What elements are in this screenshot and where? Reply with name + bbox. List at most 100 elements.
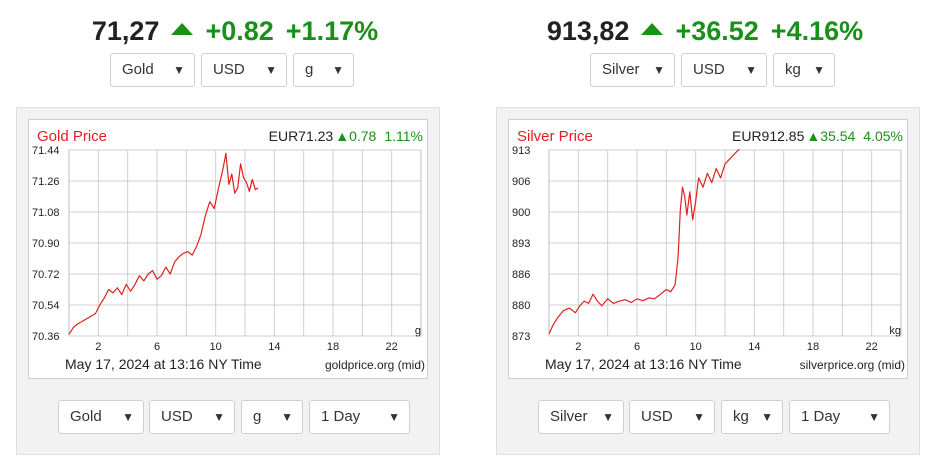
chart-timestamp: May 17, 2024 at 13:16 NY Time bbox=[545, 356, 742, 372]
y-tick-label: 913 bbox=[512, 145, 530, 157]
x-tick-label: 22 bbox=[866, 341, 878, 353]
x-tick-label: 14 bbox=[268, 341, 280, 353]
chart-source: silverprice.org (mid) bbox=[800, 358, 905, 372]
price-change: +0.82 bbox=[205, 16, 274, 46]
x-tick-label: 14 bbox=[748, 341, 760, 353]
y-tick-label: 71.08 bbox=[32, 207, 60, 219]
x-axis-ticks: 2 6 10 14 18 22 bbox=[95, 341, 398, 353]
time-range-select[interactable]: 1 Day ▼ bbox=[309, 400, 410, 434]
price-chart: Gold Price EUR71.23 ▲0.78 1.11% 70.36 70.54… bbox=[28, 119, 428, 379]
chart-quote-change: 35.54 bbox=[820, 128, 855, 144]
chart-svg: Silver Price EUR912.85 ▲35.54 4.05% 873 880… bbox=[512, 128, 905, 372]
y-axis-ticks: 70.36 70.54 70.72 70.90 71.08 71.26 71.44 bbox=[32, 145, 60, 343]
currency-select-value: USD bbox=[213, 61, 245, 78]
chart-unit-select[interactable]: g ▼ bbox=[241, 400, 303, 434]
chart-unit-select-value: kg bbox=[733, 408, 749, 425]
chart-card: Gold Price EUR71.23 ▲0.78 1.11% 70.36 70.54… bbox=[16, 107, 440, 455]
chart-currency-select-value: USD bbox=[161, 408, 193, 425]
up-arrow-icon bbox=[641, 22, 664, 35]
x-tick-label: 10 bbox=[690, 341, 702, 353]
unit-select-value: g bbox=[305, 61, 314, 78]
chart-metal-select-value: Silver bbox=[550, 408, 588, 425]
chart-quote-percent: 4.05% bbox=[863, 128, 903, 144]
metal-select[interactable]: Gold ▼ bbox=[110, 53, 195, 87]
chart-card: Silver Price EUR912.85 ▲35.54 4.05% 873 880… bbox=[496, 107, 920, 455]
chevron-down-icon: ▼ bbox=[602, 410, 614, 424]
chart-title: Gold Price bbox=[37, 128, 107, 145]
currency-select[interactable]: USD ▼ bbox=[681, 53, 767, 87]
chevron-down-icon: ▼ bbox=[745, 63, 757, 77]
price-chart: Silver Price EUR912.85 ▲35.54 4.05% 873 880… bbox=[508, 119, 908, 379]
y-tick-label: 893 bbox=[512, 238, 530, 250]
currency-select-value: USD bbox=[693, 61, 725, 78]
chart-quote-change: 0.78 bbox=[349, 128, 376, 144]
time-range-select[interactable]: 1 Day ▼ bbox=[789, 400, 890, 434]
y-tick-label: 880 bbox=[512, 300, 530, 312]
chart-metal-select[interactable]: Gold ▼ bbox=[58, 400, 144, 434]
chart-grid bbox=[548, 149, 902, 337]
x-axis-ticks: 2 6 10 14 18 22 bbox=[575, 341, 878, 353]
price-quote: 913,82 +36.52 +4.16% bbox=[470, 16, 940, 52]
chevron-down-icon: ▼ bbox=[122, 410, 134, 424]
current-price: 913,82 bbox=[546, 16, 630, 46]
chevron-down-icon: ▼ bbox=[761, 410, 773, 424]
y-tick-label: 900 bbox=[512, 207, 530, 219]
price-line bbox=[548, 149, 740, 334]
price-quote: 71,27 +0.82 +1.17% bbox=[0, 16, 470, 52]
chevron-down-icon: ▼ bbox=[265, 63, 277, 77]
chevron-down-icon: ▼ bbox=[173, 63, 185, 77]
chart-title: Silver Price bbox=[517, 128, 593, 145]
x-tick-label: 2 bbox=[95, 341, 101, 353]
chart-quote: EUR71.23 ▲0.78 1.11% bbox=[269, 128, 423, 144]
y-tick-label: 70.54 bbox=[32, 300, 60, 312]
chart-source: goldprice.org (mid) bbox=[325, 358, 425, 372]
chart-currency-select[interactable]: USD ▼ bbox=[629, 400, 715, 434]
chart-quote: EUR912.85 ▲35.54 4.05% bbox=[732, 128, 903, 144]
unit-select[interactable]: g ▼ bbox=[293, 53, 354, 87]
y-tick-label: 70.90 bbox=[32, 238, 60, 250]
chevron-down-icon: ▼ bbox=[388, 410, 400, 424]
price-line-layer bbox=[68, 152, 259, 335]
chart-currency-select[interactable]: USD ▼ bbox=[149, 400, 235, 434]
chart-unit-label: g bbox=[415, 325, 421, 337]
chart-quote-percent: 1.11% bbox=[384, 128, 423, 144]
chevron-down-icon: ▼ bbox=[653, 63, 665, 77]
x-tick-label: 6 bbox=[154, 341, 160, 353]
y-axis-ticks: 873 880 886 893 900 906 913 bbox=[512, 145, 530, 343]
price-change: +36.52 bbox=[675, 16, 759, 46]
y-tick-label: 71.26 bbox=[32, 176, 60, 188]
up-arrow-icon bbox=[171, 22, 194, 35]
unit-select[interactable]: kg ▼ bbox=[773, 53, 835, 87]
gold-panel: 71,27 +0.82 +1.17% Gold ▼ USD ▼ g ▼ Gold P… bbox=[0, 16, 470, 455]
y-tick-label: 70.72 bbox=[32, 269, 60, 281]
chart-unit-select-value: g bbox=[253, 408, 262, 425]
chart-metal-select[interactable]: Silver ▼ bbox=[538, 400, 624, 434]
y-tick-label: 906 bbox=[512, 176, 530, 188]
y-tick-label: 70.36 bbox=[32, 331, 60, 343]
y-tick-label: 71.44 bbox=[32, 145, 60, 157]
y-tick-label: 886 bbox=[512, 269, 530, 281]
chart-quote-price: EUR71.23 bbox=[269, 128, 334, 144]
chart-unit-select[interactable]: kg ▼ bbox=[721, 400, 783, 434]
x-tick-label: 18 bbox=[807, 341, 819, 353]
chart-timestamp: May 17, 2024 at 13:16 NY Time bbox=[65, 356, 262, 372]
y-tick-label: 873 bbox=[512, 331, 530, 343]
x-tick-label: 18 bbox=[327, 341, 339, 353]
chart-metal-select-value: Gold bbox=[70, 408, 102, 425]
x-tick-label: 10 bbox=[210, 341, 222, 353]
price-change-percent: +4.16% bbox=[770, 16, 864, 46]
currency-select[interactable]: USD ▼ bbox=[201, 53, 287, 87]
time-range-select-value: 1 Day bbox=[321, 408, 361, 425]
price-change-percent: +1.17% bbox=[285, 16, 379, 46]
chart-svg: Gold Price EUR71.23 ▲0.78 1.11% 70.36 70.54… bbox=[32, 128, 425, 372]
price-line-layer bbox=[548, 149, 740, 334]
unit-select-value: kg bbox=[785, 61, 801, 78]
price-line bbox=[68, 152, 259, 335]
silver-panel: 913,82 +36.52 +4.16% Silver ▼ USD ▼ kg ▼ S… bbox=[470, 0, 940, 468]
chevron-down-icon: ▼ bbox=[693, 410, 705, 424]
x-tick-label: 2 bbox=[575, 341, 581, 353]
metal-select[interactable]: Silver ▼ bbox=[590, 53, 675, 87]
chart-quote-price: EUR912.85 bbox=[732, 128, 805, 144]
chart-quote-arrow-icon: ▲ bbox=[335, 128, 349, 144]
chevron-down-icon: ▼ bbox=[281, 410, 293, 424]
